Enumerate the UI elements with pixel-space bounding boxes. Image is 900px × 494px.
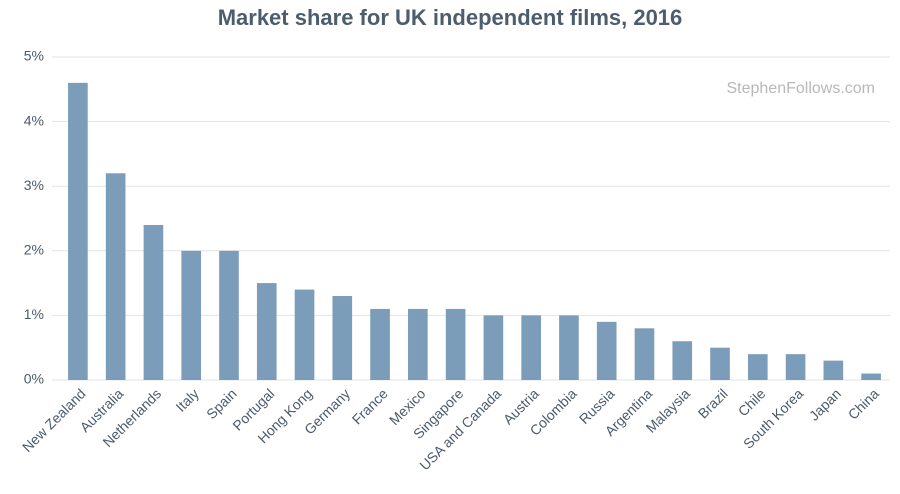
y-tick-label: 4%: [24, 112, 44, 128]
y-tick-label: 2%: [24, 242, 44, 258]
bar: [445, 308, 466, 380]
y-tick-label: 5%: [24, 48, 44, 64]
bar: [68, 82, 88, 380]
x-tick-label: Chile: [735, 385, 769, 419]
bar: [521, 315, 541, 380]
bar: [634, 328, 655, 380]
bar: [370, 308, 390, 380]
bar: [408, 308, 428, 380]
watermark: StephenFollows.com: [726, 80, 875, 97]
bar: [672, 341, 693, 380]
bar: [294, 289, 315, 380]
bar: [332, 296, 353, 380]
x-tick-label: France: [349, 385, 391, 427]
x-tick-label: Italy: [172, 385, 201, 414]
bar: [256, 283, 277, 380]
y-tick-label: 1%: [24, 306, 44, 322]
chart-title: Market share for UK independent films, 2…: [218, 5, 683, 30]
bar: [483, 315, 504, 380]
bar: [596, 321, 617, 380]
bar: [181, 250, 202, 380]
bar: [785, 354, 806, 380]
bar: [823, 360, 844, 380]
x-tick-label: Brazil: [695, 385, 731, 421]
bar: [861, 373, 881, 380]
y-tick-label: 3%: [24, 177, 44, 193]
y-tick-label: 0%: [24, 371, 44, 387]
bar: [747, 354, 768, 380]
bar: [219, 250, 239, 380]
bar: [105, 173, 126, 380]
x-tick-label: Japan: [806, 385, 844, 423]
bar: [559, 315, 579, 380]
bar: [710, 347, 730, 380]
x-tick-label: New Zealand: [19, 385, 89, 455]
x-tick-label: China: [845, 385, 882, 422]
bar: [143, 224, 164, 380]
